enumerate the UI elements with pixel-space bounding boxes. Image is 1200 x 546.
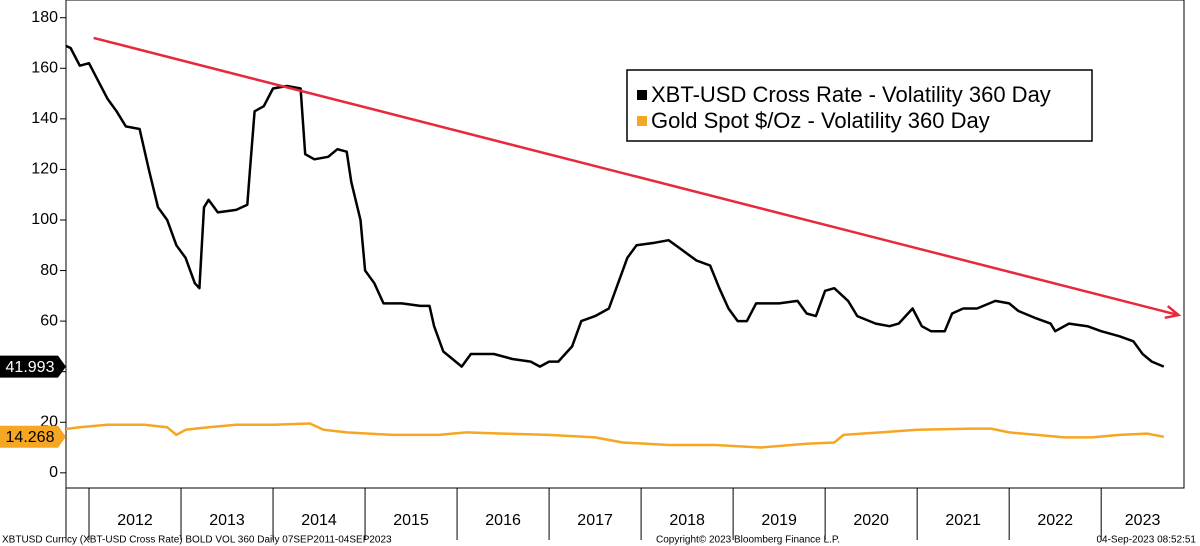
last-value-flag bbox=[0, 355, 66, 378]
legend-swatch bbox=[637, 116, 647, 126]
x-tick-label: 2014 bbox=[301, 512, 337, 529]
x-tick-label: 2018 bbox=[669, 512, 705, 529]
x-tick-label: 2015 bbox=[393, 512, 429, 529]
y-tick-label: 140 bbox=[31, 110, 58, 127]
y-tick-label: 100 bbox=[31, 211, 58, 228]
legend-box bbox=[626, 69, 1093, 142]
x-tick-label: 2020 bbox=[853, 512, 889, 529]
y-tick-label: 60 bbox=[40, 312, 58, 329]
x-tick-label: 2023 bbox=[1125, 512, 1161, 529]
x-tick-label: 2013 bbox=[209, 512, 245, 529]
footer-left: XBTUSD Curncy (XBT-USD Cross Rate) BOLD … bbox=[2, 535, 392, 546]
y-tick-label: 80 bbox=[40, 262, 58, 279]
legend-label: XBT-USD Cross Rate - Volatility 360 Day bbox=[651, 82, 1051, 107]
x-tick-label: 2019 bbox=[761, 512, 797, 529]
trend-line bbox=[93, 36, 1179, 317]
y-tick-label: 120 bbox=[31, 161, 58, 178]
y-tick-label: 180 bbox=[31, 9, 58, 26]
footer-right: 04-Sep-2023 08:52:51 bbox=[1096, 535, 1196, 546]
trend-arrowhead bbox=[1164, 305, 1182, 320]
x-tick-label: 2016 bbox=[485, 512, 521, 529]
last-value-flag bbox=[0, 425, 66, 448]
x-tick-label: 2017 bbox=[577, 512, 613, 529]
last-value-label: 14.268 bbox=[6, 429, 55, 446]
x-tick-label: 2012 bbox=[117, 512, 153, 529]
footer-center: Copyright© 2023 Bloomberg Finance L.P. bbox=[656, 535, 840, 546]
legend-swatch bbox=[637, 90, 647, 100]
x-tick-label: 2022 bbox=[1037, 512, 1073, 529]
series-line bbox=[66, 44, 1165, 368]
series-line bbox=[66, 422, 1165, 449]
x-tick-label: 2021 bbox=[945, 512, 981, 529]
y-tick-label: 0 bbox=[49, 464, 58, 481]
y-tick-label: 160 bbox=[31, 59, 58, 76]
legend-label: Gold Spot $/Oz - Volatility 360 Day bbox=[651, 108, 990, 133]
last-value-label: 41.993 bbox=[6, 359, 55, 376]
